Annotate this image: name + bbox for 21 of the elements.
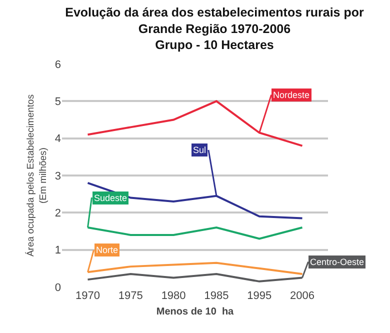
x-tick-label: 1985: [204, 290, 229, 302]
series-label: Centro-Oeste: [310, 257, 364, 267]
y-tick-label: 2: [54, 208, 61, 220]
y-tick-label: 4: [54, 133, 61, 146]
text: Nordeste: [273, 90, 310, 100]
x-tick-label: 1980: [161, 290, 186, 302]
y-tick-label: 0: [54, 282, 61, 294]
y-tick-label: 1: [54, 244, 61, 257]
chart-title: Evolução da área dos estabelecimentos rurais por Grande Região 1970-2006 Grupo - 10 Hectares: [65, 6, 364, 52]
x-tick-label: 1995: [247, 290, 272, 302]
x-axis-title: Menos de 10 ha: [156, 306, 234, 318]
y-axis-title: Área ocupada pelos Estabelecimentos (Em milhões): [24, 94, 50, 257]
text: Sul: [193, 145, 206, 155]
x-tick-label: 1970: [76, 290, 100, 302]
y-tick-label: 5: [54, 96, 61, 108]
x-tick-label: 1975: [118, 290, 143, 302]
x-tick-label: 2006: [290, 290, 314, 302]
y-tick-label: 6: [54, 58, 61, 71]
text: Sudeste: [94, 193, 128, 203]
y-tick-label: 3: [54, 170, 61, 182]
series-label: Norte: [96, 245, 118, 255]
